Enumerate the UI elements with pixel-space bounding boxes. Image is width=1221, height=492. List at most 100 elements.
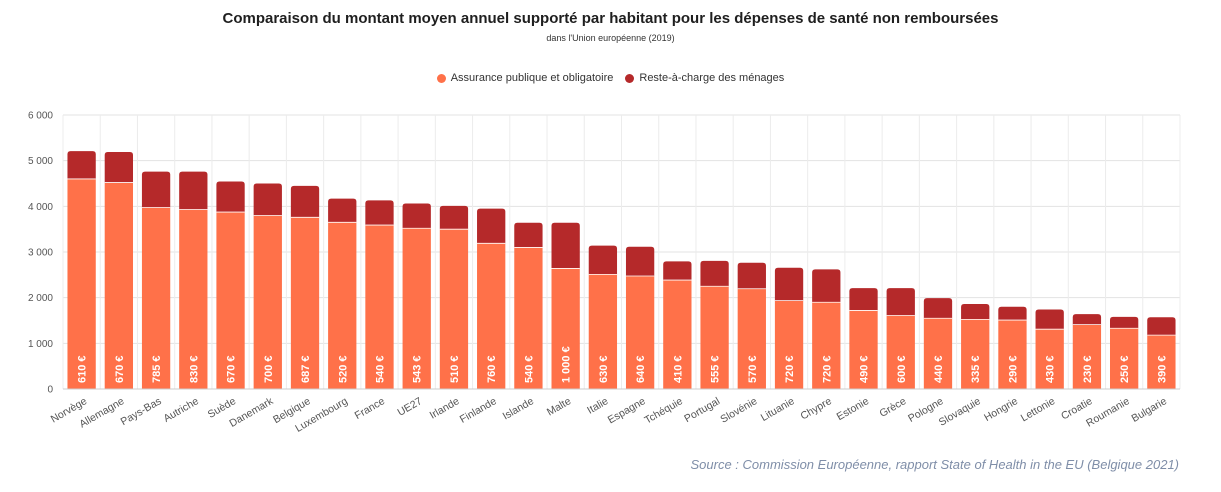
bar-public[interactable] [886,315,915,389]
x-tick-label: Hongrie [982,395,1020,424]
bar-public[interactable] [998,320,1027,389]
data-label: 670 € [114,355,126,383]
bar-households[interactable] [1072,314,1102,325]
bar-public[interactable] [1072,324,1102,389]
bar-households[interactable] [961,304,990,320]
bar-public[interactable] [253,215,282,389]
y-axis: 0 1 000 2 000 3 000 4 000 5 000 6 000 [28,111,53,396]
data-label: 720 € [821,355,833,383]
data-label: 720 € [784,355,796,383]
bar-households[interactable] [700,260,729,287]
bar-public[interactable] [1035,329,1064,389]
bar-households[interactable] [104,151,133,183]
bar-public[interactable] [1110,328,1139,389]
bar-households[interactable] [1110,316,1139,329]
bar-public[interactable] [514,247,543,389]
chart-title: Comparaison du montant moyen annuel supp… [222,10,999,27]
bar-households[interactable] [812,269,841,303]
bar-households[interactable] [328,198,357,223]
bar-public[interactable] [402,228,431,389]
data-label: 390 € [1156,355,1168,383]
x-tick-label: Irlande [428,395,462,422]
bar-public[interactable] [290,217,320,389]
bar-households[interactable] [67,151,96,179]
bar-households[interactable] [141,171,171,208]
bar-households[interactable] [514,222,543,248]
bar-public[interactable] [67,178,96,389]
y-tick-label: 4 000 [28,202,53,213]
bar-households[interactable] [737,262,766,289]
bar-households[interactable] [477,208,506,244]
y-tick-label: 1 000 [28,339,53,350]
y-tick-label: 5 000 [28,156,53,167]
bar-households[interactable] [179,171,208,210]
bar-public[interactable] [923,318,953,389]
grid [62,114,1181,390]
bar-households[interactable] [923,298,953,319]
bar-households[interactable] [886,288,915,316]
bar-public[interactable] [104,182,133,389]
bar-households[interactable] [625,246,655,276]
data-label: 687 € [300,355,312,383]
bar-households[interactable] [849,288,878,311]
bar-households[interactable] [998,306,1027,321]
bar-public[interactable] [663,280,692,389]
y-tick-label: 3 000 [28,248,53,259]
legend-label-households: Reste-à-charge des ménages [639,72,785,84]
bar-public[interactable] [812,302,841,389]
data-label: 230 € [1082,355,1094,383]
data-label: 630 € [598,355,610,383]
data-label: 490 € [859,355,871,383]
bar-public[interactable] [737,288,766,389]
legend-item-households[interactable]: Reste-à-charge des ménages [625,72,784,84]
data-label: 440 € [933,355,945,383]
bar-public[interactable] [700,286,729,389]
bar-households[interactable] [290,185,320,218]
data-label: 600 € [896,355,908,383]
data-label: 540 € [374,355,386,383]
legend-swatch-households [625,73,635,83]
bars: 610 € 670 € 785 € 830 € 670 € 700 € 687 € 520 €… [67,151,1176,389]
bar-households[interactable] [774,267,804,301]
legend-swatch-public [436,73,446,83]
bar-public[interactable] [625,275,655,389]
x-tick-label: Lettonie [1019,395,1057,424]
bar-public[interactable] [588,274,618,389]
y-tick-label: 6 000 [28,111,53,122]
bar-public[interactable] [551,268,580,389]
data-label: 610 € [77,355,89,383]
bar-households[interactable] [439,205,469,230]
x-tick-label: Lituanie [759,395,797,424]
data-label: 335 € [970,355,982,383]
bar-households[interactable] [1147,317,1176,336]
bar-public[interactable] [477,243,506,389]
bar-public[interactable] [328,222,357,389]
x-tick-label: Chypre [798,395,833,422]
legend-item-public[interactable]: Assurance publique et obligatoire [436,72,613,84]
data-label: 543 € [412,355,424,383]
bar-public[interactable] [1147,335,1176,389]
bar-public[interactable] [961,319,990,389]
bar-public[interactable] [365,225,394,389]
x-tick-label: Finlande [458,395,499,426]
x-tick-label: Italie [585,395,610,417]
bar-households[interactable] [216,181,245,213]
data-label: 555 € [710,355,722,383]
bar-households[interactable] [551,222,580,269]
bar-public[interactable] [216,212,245,389]
bar-households[interactable] [588,245,618,275]
bar-public[interactable] [774,300,804,389]
bar-households[interactable] [365,200,394,226]
x-tick-label: UE27 [395,395,424,419]
bar-public[interactable] [179,209,208,389]
bar-public[interactable] [849,310,878,389]
bar-public[interactable] [439,229,469,389]
bar-households[interactable] [253,183,282,216]
bar-households[interactable] [1035,309,1064,330]
bar-households[interactable] [663,261,692,281]
bar-households[interactable] [402,203,431,229]
bar-public[interactable] [141,207,171,389]
x-tick-label: Slovaquie [937,395,983,429]
x-tick-label: Slovénie [718,395,759,426]
x-tick-label: Espagne [606,395,648,426]
